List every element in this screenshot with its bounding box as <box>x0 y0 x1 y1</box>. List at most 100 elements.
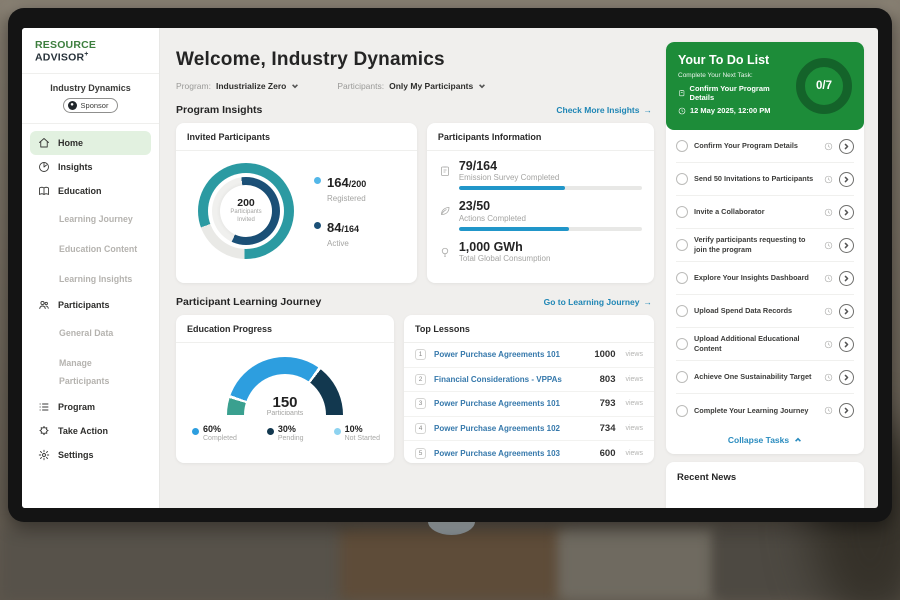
task-checkbox[interactable] <box>676 404 688 417</box>
sidebar-item-learning-journey[interactable]: Learning Journey <box>59 213 133 224</box>
todo-card: Your To Do List Complete Your Next Task:… <box>666 42 864 454</box>
task-row: Complete Your Learning Journey <box>676 394 854 427</box>
task-go-button[interactable] <box>839 237 854 253</box>
task-row: Explore Your Insights Dashboard <box>676 262 854 295</box>
section-title-program-insights: Program Insights <box>176 104 263 116</box>
rank-badge: 1 <box>415 349 426 361</box>
legend-not-started: 10% Not Started <box>333 424 380 442</box>
page-title: Welcome, Industry Dynamics <box>176 49 445 70</box>
check-more-insights-link[interactable]: Check More Insights → <box>556 105 652 115</box>
sidebar-item-education[interactable]: Education <box>30 179 151 203</box>
participants-filter[interactable]: Participants: Only My Participants <box>337 81 486 91</box>
clock-icon <box>824 241 833 249</box>
clock-icon <box>678 107 686 114</box>
bulb-icon <box>441 247 448 257</box>
lesson-link[interactable]: Power Purchase Agreements 102 <box>434 424 560 434</box>
rank-badge: 4 <box>415 423 426 435</box>
task-row: Send 50 Invitations to Participants <box>676 163 854 196</box>
sponsor-label: Sponsor <box>80 100 109 110</box>
task-go-button[interactable] <box>839 369 854 385</box>
card-title: Top Lessons <box>404 315 654 343</box>
task-row: Achieve One Sustainability Target <box>676 361 854 394</box>
legend-dot <box>314 177 321 184</box>
todo-column: Your To Do List Complete Your Next Task:… <box>666 28 878 508</box>
legend-registered: 164/200 Registered <box>314 174 366 203</box>
task-checkbox[interactable] <box>676 272 688 284</box>
task-go-button[interactable] <box>839 204 854 220</box>
lesson-link[interactable]: Power Purchase Agreements 101 <box>434 350 560 360</box>
lesson-row[interactable]: 1 Power Purchase Agreements 101 1000 vie… <box>404 343 654 368</box>
clipboard-icon <box>679 90 685 97</box>
sidebar-item-insights[interactable]: Insights <box>30 155 151 179</box>
task-go-button[interactable] <box>839 171 854 187</box>
lesson-row[interactable]: 3 Power Purchase Agreements 101 793 view… <box>404 392 654 417</box>
task-checkbox[interactable] <box>676 140 688 152</box>
todo-title: Your To Do List <box>678 53 770 67</box>
dashboard-screen: RESOURCE ADVISOR+ Industry Dynamics ● Sp… <box>22 28 878 508</box>
task-go-button[interactable] <box>839 303 854 319</box>
task-go-button[interactable] <box>839 270 854 286</box>
invited-participants-card: Invited Participants 200 Participants In… <box>176 123 417 283</box>
sidebar-item-settings[interactable]: Settings <box>30 443 151 467</box>
sidebar-item-manage-participants[interactable]: Manage Participants <box>59 357 110 386</box>
lesson-row[interactable]: 4 Power Purchase Agreements 102 734 view… <box>404 417 654 442</box>
participants-information-card: Participants Information 79/164 Emission… <box>426 123 654 283</box>
task-checkbox[interactable] <box>676 206 688 218</box>
actions-completed-row: 23/50 Actions Completed <box>439 199 642 231</box>
lesson-link[interactable]: Power Purchase Agreements 101 <box>434 399 560 409</box>
sidebar-item-home[interactable]: Home <box>30 130 151 155</box>
task-checkbox[interactable] <box>676 305 688 317</box>
sidebar-nav: Home Insights Education Learning Journey… <box>22 124 159 474</box>
sidebar-item-general-data[interactable]: General Data <box>59 327 114 338</box>
gear-icon <box>38 449 50 460</box>
legend-active: 84/164 Active <box>314 219 366 248</box>
clock-icon <box>824 208 833 216</box>
go-to-learning-journey-link[interactable]: Go to Learning Journey → <box>543 297 652 307</box>
task-go-button[interactable] <box>839 336 854 352</box>
actions-progress-bar <box>458 226 642 231</box>
monitor-bezel: RESOURCE ADVISOR+ Industry Dynamics ● Sp… <box>8 8 892 522</box>
logo-text-advisor: ADVISOR <box>35 51 85 64</box>
home-icon <box>39 137 49 147</box>
task-go-button[interactable] <box>839 403 854 418</box>
rank-badge: 5 <box>415 448 426 460</box>
lesson-row[interactable]: 2 Financial Considerations - VPPAs 803 v… <box>404 368 654 393</box>
task-checkbox[interactable] <box>676 371 688 383</box>
invited-donut-chart: 200 Participants Invited <box>198 163 294 259</box>
emission-progress-bar <box>458 186 642 191</box>
sidebar-item-participants[interactable]: Participants <box>30 293 151 317</box>
education-progress-card: Education Progress 150 Participants <box>176 315 394 463</box>
task-row: Invite a Collaborator <box>676 196 854 229</box>
donut-legend: 164/200 Registered 84/164 Active <box>314 174 366 248</box>
filters-row: Program: Industrialize Zero Participants… <box>176 81 654 91</box>
task-checkbox[interactable] <box>676 173 688 185</box>
legend-dot <box>266 428 274 435</box>
sidebar-item-learning-insights[interactable]: Learning Insights <box>59 273 133 284</box>
sidebar-item-education-content[interactable]: Education Content <box>59 243 138 254</box>
donut-center: 200 Participants Invited <box>230 197 262 223</box>
logo-plus: + <box>84 51 89 58</box>
clock-icon <box>824 307 833 315</box>
lesson-link[interactable]: Financial Considerations - VPPAs <box>434 374 562 384</box>
chevron-up-icon <box>795 437 802 442</box>
program-filter[interactable]: Program: Industrialize Zero <box>176 81 299 91</box>
clock-icon <box>824 406 833 415</box>
task-checkbox[interactable] <box>676 239 688 251</box>
gauge-center: 150 Participants <box>266 394 304 415</box>
insights-icon <box>39 161 49 172</box>
clock-icon <box>824 340 833 348</box>
card-title: Participants Information <box>426 123 654 151</box>
task-list: Confirm Your Program Details Send 50 Inv… <box>666 130 864 427</box>
todo-datetime: 12 May 2025, 12:00 PM <box>678 106 790 115</box>
collapse-tasks-link[interactable]: Collapse Tasks <box>666 427 864 454</box>
sidebar-item-program[interactable]: Program <box>30 395 151 419</box>
lesson-link[interactable]: Power Purchase Agreements 103 <box>434 449 560 459</box>
chevron-down-icon <box>479 84 486 89</box>
lesson-row[interactable]: 5 Power Purchase Agreements 103 600 view… <box>404 441 654 466</box>
task-checkbox[interactable] <box>676 338 688 350</box>
sidebar-item-take-action[interactable]: Take Action <box>30 419 151 443</box>
arrow-right-icon: → <box>643 105 653 115</box>
sponsor-badge[interactable]: ● Sponsor <box>62 97 119 113</box>
task-go-button[interactable] <box>839 138 854 154</box>
background-bottom-middle <box>340 528 565 600</box>
